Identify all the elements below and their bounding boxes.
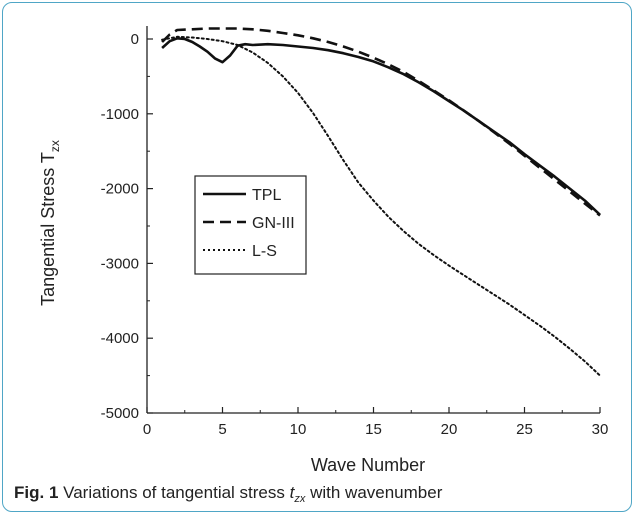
caption-symbol: t xyxy=(289,483,295,502)
x-tick-label: 15 xyxy=(365,421,382,438)
legend-box xyxy=(194,175,307,275)
legend-label-l-s: L-S xyxy=(252,243,277,260)
series-line-l-s xyxy=(161,35,601,377)
x-tick-label: 10 xyxy=(290,421,307,438)
caption-symbol-subscript: zx xyxy=(294,493,306,505)
y-tick-label: -3000 xyxy=(101,255,139,272)
x-axis-label: Wave Number xyxy=(311,455,425,475)
x-tick-label: 20 xyxy=(441,421,458,438)
series-layer xyxy=(161,27,601,377)
y-tick-label: -5000 xyxy=(101,405,139,422)
series-line-gn-iii xyxy=(161,27,601,217)
y-tick-label: 0 xyxy=(131,31,139,48)
x-tick-label: 30 xyxy=(592,421,609,438)
y-tick-label: -1000 xyxy=(101,106,139,123)
legend: TPL GN-III L-S xyxy=(194,175,307,275)
line-chart: 0 5 10 15 20 25 30 0 -1000 -2000 -3000 -4000 -5000 T… xyxy=(38,26,609,475)
x-tick-label: 0 xyxy=(143,421,151,438)
caption-text-before: Variations of tangential stress xyxy=(63,483,290,502)
x-tick-label: 5 xyxy=(218,421,226,438)
axes: 0 5 10 15 20 25 30 0 -1000 -2000 -3000 -4000 -5000 xyxy=(101,26,609,438)
legend-label-gn-iii: GN-III xyxy=(252,215,295,232)
y-tick-label: -2000 xyxy=(101,181,139,198)
caption-text-after: with wavenumber xyxy=(305,483,443,502)
y-axis-label: Tangential Stress Tzx xyxy=(38,140,62,306)
x-tick-label: 25 xyxy=(516,421,533,438)
y-tick-label: -4000 xyxy=(101,330,139,347)
figure-caption: Fig. 1 Variations of tangential stress t… xyxy=(14,483,443,505)
legend-label-tpl: TPL xyxy=(252,187,281,204)
figure-label: Fig. 1 xyxy=(14,483,59,502)
